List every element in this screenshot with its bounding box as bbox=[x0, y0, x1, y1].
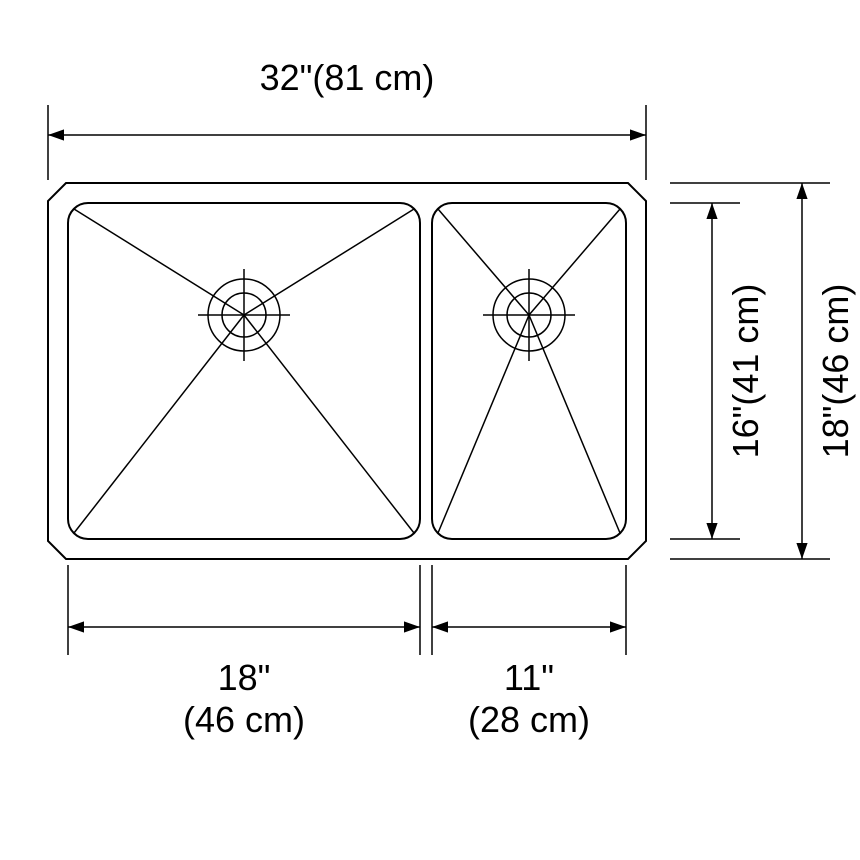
fold-line bbox=[244, 209, 414, 315]
fold-line bbox=[529, 209, 620, 315]
dim-left-bowl-cm: (46 cm) bbox=[183, 699, 305, 740]
fold-line bbox=[438, 209, 529, 315]
fold-line bbox=[74, 209, 244, 315]
dim-right-bowl-in: 11" bbox=[504, 657, 554, 698]
left-bowl bbox=[68, 203, 420, 539]
right-bowl bbox=[432, 203, 626, 539]
dim-left-bowl-in: 18" bbox=[218, 657, 271, 698]
fold-line bbox=[74, 315, 244, 533]
dim-right-bowl-cm: (28 cm) bbox=[468, 699, 590, 740]
sink-outer-outline bbox=[48, 183, 646, 559]
dim-inner-height: 16"(41 cm) bbox=[725, 284, 766, 459]
dim-total-width: 32"(81 cm) bbox=[260, 57, 435, 98]
fold-line bbox=[244, 315, 414, 533]
dim-outer-height: 18"(46 cm) bbox=[815, 284, 856, 459]
